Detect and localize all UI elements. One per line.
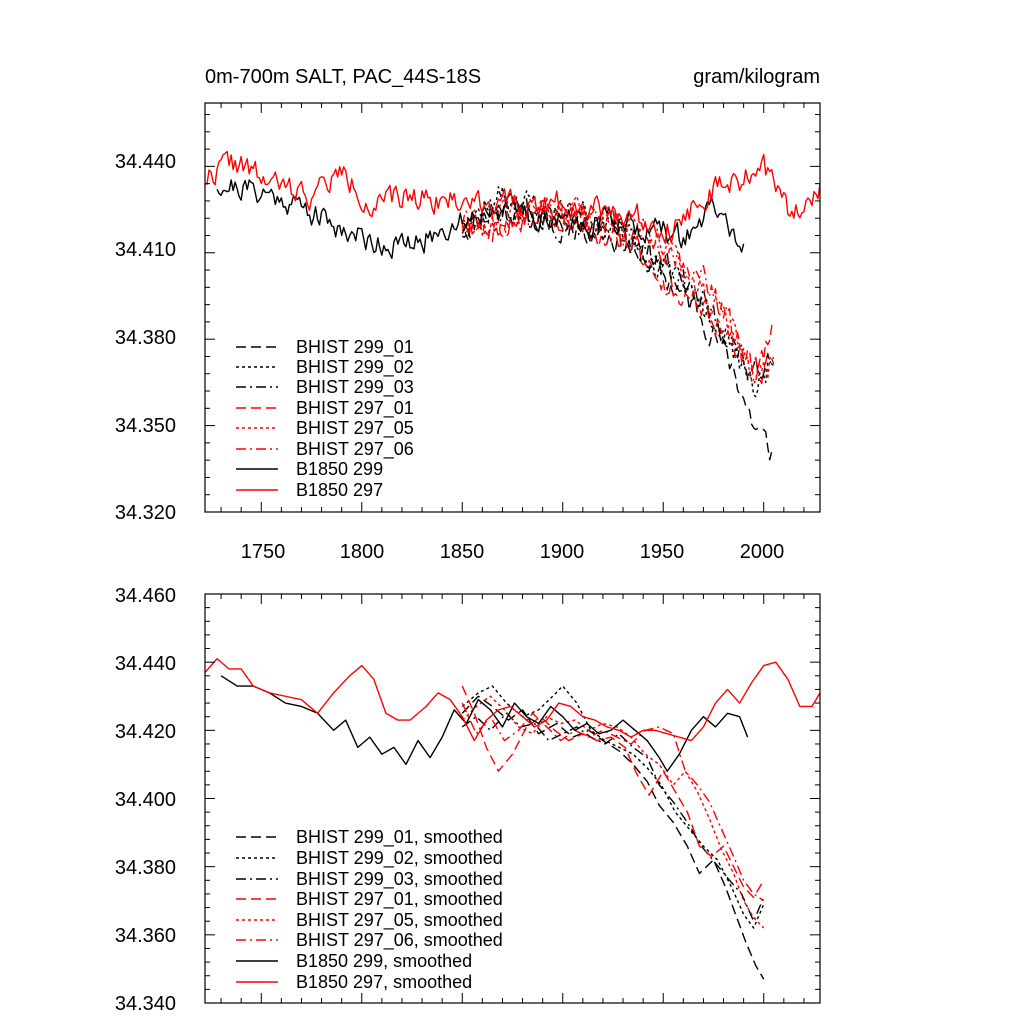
series-line [461,685,765,899]
bottom-series-group [205,658,820,980]
x-tick-label: 2000 [740,541,785,563]
series-line [461,712,765,922]
series-line [461,197,775,385]
y-tick-label: 34.460 [115,585,176,607]
series-line [461,195,775,385]
legend-label: BHIST 299_02 [296,357,414,378]
series-line [461,695,765,980]
legend-label: BHIST 299_01 [296,337,414,358]
top-chart-units: gram/kilogram [693,66,820,88]
x-tick-label: 1800 [340,541,385,563]
y-tick-label: 34.340 [115,993,176,1015]
legend-label: B1850 297, smoothed [296,972,472,992]
bottom-axis-ticks [205,593,820,1004]
y-tick-label: 34.380 [115,327,176,349]
bottom-legend: BHIST 299_01, smoothed BHIST 299_02, smo… [236,827,503,992]
series-line [205,658,820,742]
y-tick-label: 34.410 [115,239,176,261]
legend-label: B1850 299 [296,459,383,479]
legend-label: BHIST 297_06, smoothed [296,930,503,951]
series-line [205,150,820,244]
legend-label: BHIST 297_05 [296,418,414,439]
legend-label: B1850 297 [296,480,383,500]
top-axis-ticks [205,103,820,513]
top-chart-title: 0m-700m SALT, PAC_44S-18S [205,66,481,88]
y-tick-label: 34.350 [115,415,176,437]
top-panel: 0m-700m SALT, PAC_44S-18S gram/kilogram … [115,66,821,563]
series-line [461,198,774,461]
series-line [461,201,775,381]
x-tick-label: 1750 [241,541,286,563]
legend-label: BHIST 297_06 [296,439,414,460]
y-tick-label: 34.440 [115,653,176,675]
y-tick-label: 34.380 [115,857,176,879]
legend-label: BHIST 297_05, smoothed [296,910,503,931]
legend-label: BHIST 299_02, smoothed [296,848,503,869]
series-line [461,685,765,929]
bottom-panel: 34.340 34.360 34.380 34.400 34.420 34.44… [115,585,821,1015]
series-line [461,702,765,902]
series-line [216,179,745,259]
y-tick-label: 34.320 [115,502,176,524]
top-legend: BHIST 299_01 BHIST 299_02 BHIST 299_03 B… [236,337,414,500]
top-series-group [205,150,820,461]
legend-label: BHIST 299_03, smoothed [296,869,503,890]
y-tick-label: 34.440 [115,151,176,173]
legend-label: BHIST 299_03 [296,377,414,398]
legend-label: BHIST 297_01 [296,398,414,419]
x-tick-label: 1850 [440,541,485,563]
x-tick-label: 1950 [640,541,685,563]
y-tick-label: 34.360 [115,925,176,947]
y-tick-label: 34.420 [115,721,176,743]
top-plot-frame [204,102,821,513]
legend-label: B1850 299, smoothed [296,951,472,971]
top-plot-area [204,102,821,513]
legend-label: BHIST 299_01, smoothed [296,827,503,848]
legend-label: BHIST 297_01, smoothed [296,889,503,910]
series-line [220,675,749,772]
series-line [461,695,765,929]
x-tick-label: 1900 [540,541,585,563]
y-tick-label: 34.400 [115,789,176,811]
